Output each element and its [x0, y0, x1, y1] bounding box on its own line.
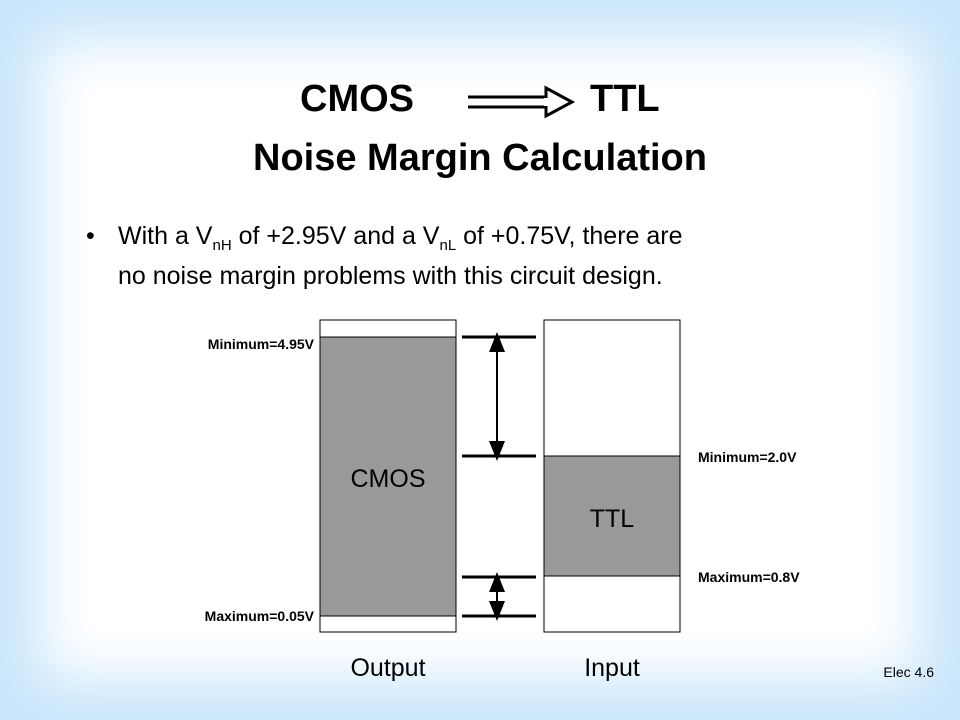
- text: of +0.75V, there are: [456, 222, 683, 250]
- text: of +2.95V and a V: [231, 222, 440, 250]
- level-label: Maximum=0.8V: [698, 569, 800, 585]
- level-label: Maximum=0.05V: [205, 608, 315, 624]
- title-right: TTL: [590, 78, 660, 120]
- caption: Input: [584, 654, 640, 682]
- footer: Elec 4.6: [883, 664, 934, 680]
- subtitle: Noise Margin Calculation: [253, 137, 707, 179]
- background-glow: [40, 40, 920, 680]
- subscript: nH: [212, 237, 232, 254]
- bullet-dot: •: [86, 222, 95, 250]
- level-label: Minimum=4.95V: [208, 336, 315, 352]
- subscript: nL: [439, 237, 457, 254]
- bullet-line: With a VnH of +2.95V and a VnL of +0.75V…: [118, 222, 683, 254]
- text: With a V: [118, 222, 213, 250]
- title-left: CMOS: [300, 78, 414, 120]
- box-label: TTL: [590, 505, 635, 533]
- level-label: Minimum=2.0V: [698, 449, 797, 465]
- level-lines: [462, 335, 536, 618]
- box-label: CMOS: [351, 465, 426, 493]
- title-arrow: [468, 85, 576, 119]
- input-band: [543, 455, 681, 577]
- caption: Output: [350, 654, 425, 682]
- bullet-line: no noise margin problems with this circu…: [118, 262, 663, 290]
- output-band: [319, 336, 457, 617]
